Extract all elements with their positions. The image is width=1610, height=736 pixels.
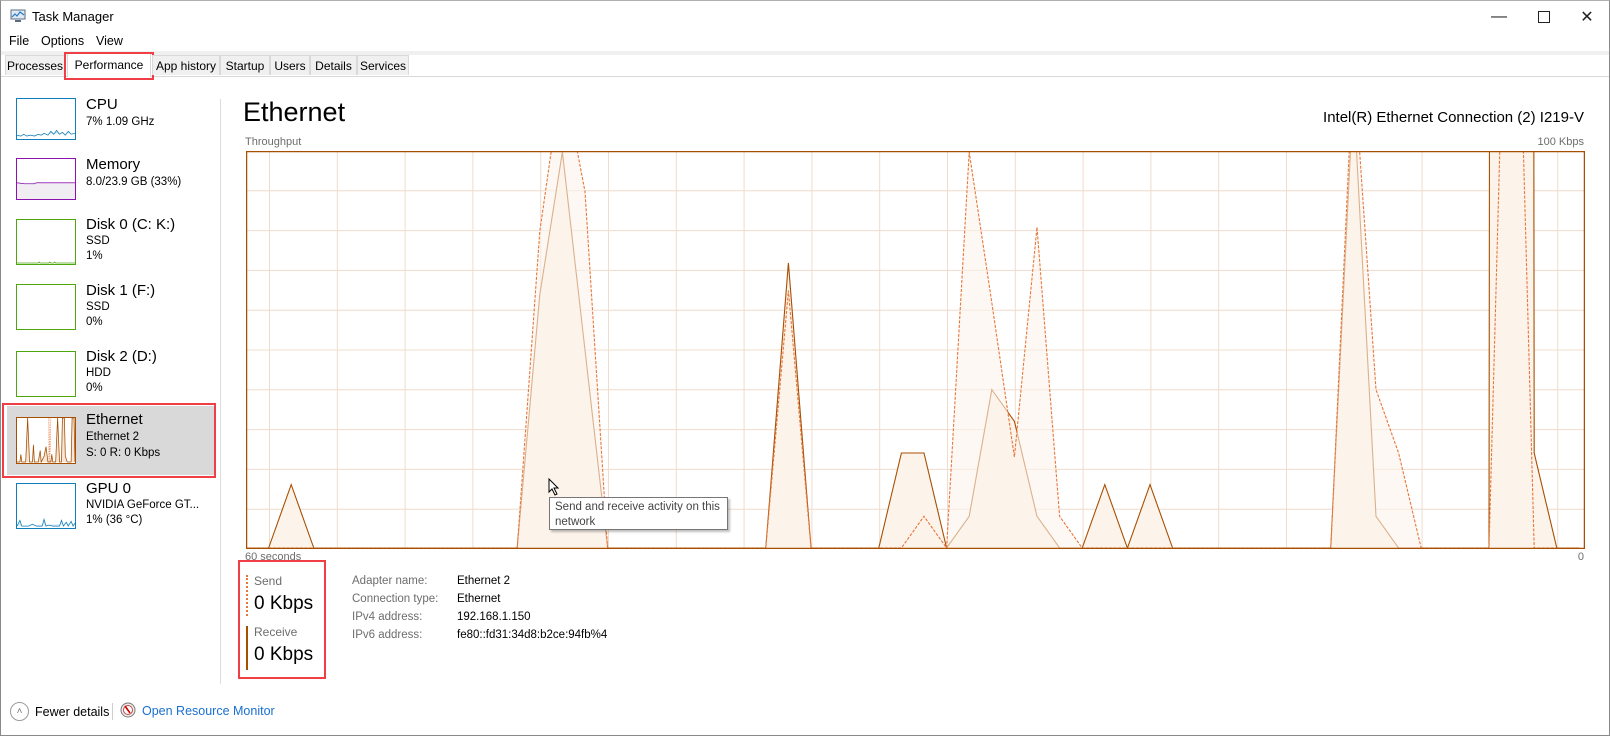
chart-title: Throughput [245,136,302,148]
send-value: 0 Kbps [254,593,314,614]
highlight-box-ethernet [2,403,216,478]
close-icon: ✕ [1580,9,1594,26]
sidebar-item-disk-1[interactable]: Disk 1 (F:) SSD 0% [7,280,214,336]
disk-1-thumbnail-graph [16,284,76,330]
sidebar-item-adapter: Ethernet 2 [86,431,140,443]
tab-bar-background [1,51,1609,55]
sidebar-item-detail: 8.0/23.9 GB (33%) [86,176,182,188]
memory-thumbnail-graph [16,158,76,200]
info-label-connection-type: Connection type: [352,593,439,605]
sidebar-item-cpu[interactable]: CPU 7% 1.09 GHz [7,94,214,146]
task-manager-app-icon [10,9,26,22]
sidebar-item-detail: 7% 1.09 GHz [86,116,155,128]
receive-label: Receive [254,625,298,639]
tab-users[interactable]: Users [270,55,310,75]
sidebar-item-usage: 1% (36 °C) [86,514,143,526]
chevron-up-circle-icon: ˄ [10,702,29,721]
sidebar-item-usage: 0% [86,382,103,394]
adapter-device-name: Intel(R) Ethernet Connection (2) I219-V [1323,109,1584,126]
sidebar-item-title: Memory [86,156,141,173]
info-value-adapter-name: Ethernet 2 [457,575,511,587]
fewer-details-button[interactable]: ˄ Fewer details [10,702,109,721]
open-resource-monitor-link[interactable]: Open Resource Monitor [142,704,275,718]
tab-divider [1,76,1609,77]
tab-details[interactable]: Details [310,55,357,75]
sidebar-item-type: SSD [86,235,110,247]
plot-border [246,151,1585,549]
throughput-chart [246,151,1585,549]
menu-view[interactable]: View [96,34,123,48]
chart-tooltip: Send and receive activity on this networ… [549,497,728,530]
maximize-icon [1538,11,1550,23]
mouse-cursor-icon [548,478,560,496]
cpu-thumbnail-graph [16,98,76,140]
sidebar-item-ethernet[interactable]: Ethernet Ethernet 2 S: 0 R: 0 Kbps [7,406,214,475]
send-area [246,151,1580,549]
info-value-ipv4: 192.168.1.150 [457,611,531,623]
sidebar-item-title: Ethernet [86,411,143,428]
info-label-adapter-name: Adapter name: [352,575,428,587]
minimize-icon: — [1491,8,1507,25]
tab-services[interactable]: Services [357,55,409,75]
disk-2-thumbnail-graph [16,351,76,397]
sidebar-item-title: Disk 0 (C: K:) [86,216,176,233]
send-legend-swatch [246,575,248,616]
menu-file[interactable]: File [9,34,30,48]
sidebar-item-title: Disk 2 (D:) [86,348,157,365]
tab-app-history[interactable]: App history [152,55,220,75]
sidebar-divider[interactable] [220,99,221,684]
sidebar-item-title: CPU [86,96,118,113]
highlight-box-send-receive [238,560,326,679]
receive-value: 0 Kbps [254,644,314,665]
close-button[interactable]: ✕ [1567,5,1607,29]
minimize-button[interactable]: — [1479,5,1519,29]
sidebar-item-disk-2[interactable]: Disk 2 (D:) HDD 0% [7,346,214,402]
sidebar-item-memory[interactable]: Memory 8.0/23.9 GB (33%) [7,154,214,206]
resource-monitor-icon [120,702,136,718]
page-title: Ethernet [243,97,346,127]
gpu-thumbnail-graph [16,483,76,529]
window-title: Task Manager [32,9,114,24]
highlight-box-performance-tab [64,52,154,80]
sidebar-item-gpu-0[interactable]: GPU 0 NVIDIA GeForce GT... 1% (36 °C) [7,478,214,534]
disk-0-thumbnail-graph [16,219,76,265]
info-label-ipv4: IPv4 address: [352,611,423,623]
chart-y-max-label: 100 Kbps [1537,136,1584,148]
sidebar-item-type: SSD [86,301,110,313]
fewer-details-label: Fewer details [35,704,110,719]
ethernet-thumbnail-graph [16,417,76,464]
info-value-ipv6: fe80::fd31:34d8:b2ce:94fb%4 [457,629,608,641]
sidebar-item-title: Disk 1 (F:) [86,282,156,299]
sidebar-item-usage: 1% [86,250,103,262]
maximize-button[interactable] [1524,5,1564,29]
sidebar-item-title: GPU 0 [86,480,132,497]
info-value-connection-type: Ethernet [457,593,501,605]
footer-divider [112,703,113,720]
info-label-ipv6: IPv6 address: [352,629,423,641]
receive-legend-swatch [246,626,248,670]
menu-options[interactable]: Options [41,34,85,48]
tab-startup[interactable]: Startup [220,55,270,75]
chart-x-right-label: 0 [1577,551,1584,563]
sidebar-item-type: HDD [86,367,111,379]
sidebar-item-disk-0[interactable]: Disk 0 (C: K:) SSD 1% [7,214,214,270]
tab-processes[interactable]: Processes [5,55,65,75]
send-label: Send [254,574,283,588]
sidebar-item-throughput: S: 0 R: 0 Kbps [86,447,161,459]
sidebar-item-gpu-model: NVIDIA GeForce GT... [86,499,200,511]
sidebar-item-usage: 0% [86,316,103,328]
